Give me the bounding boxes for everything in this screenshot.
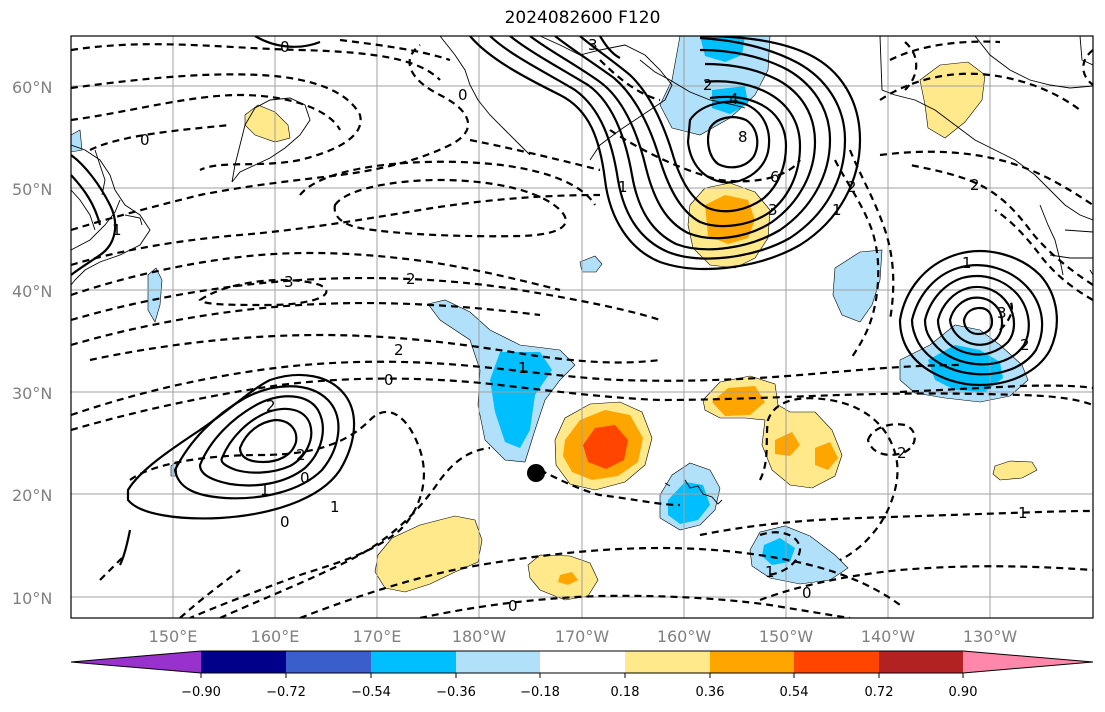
colorbar-tick-label: 0.18 — [611, 685, 640, 700]
contour-label: 2 — [266, 397, 276, 415]
contour-label: 0 — [458, 86, 468, 104]
contour-label: 1 — [112, 221, 122, 239]
contour-label: 1 — [962, 254, 972, 272]
colorbar-tick-label: −0.18 — [520, 685, 560, 700]
lat-label: 30°N — [12, 384, 52, 403]
negative-anomaly-region — [147, 267, 163, 323]
positive-anomaly-region — [815, 442, 838, 470]
colorbar-tick-label: −0.36 — [436, 685, 476, 700]
positive-anomaly-region — [705, 195, 755, 244]
storm-position-dot — [527, 464, 545, 482]
contour-label: 2 — [897, 444, 907, 462]
lon-label: 180°W — [452, 627, 507, 646]
lat-label: 50°N — [12, 180, 52, 199]
colorbar-tick-label: 0.54 — [780, 685, 809, 700]
contour-label: 2 — [296, 446, 306, 464]
contour-label: 2 — [406, 270, 416, 288]
contour-label: 3 — [997, 304, 1007, 322]
colorbar-segment — [540, 651, 625, 673]
positive-anomaly-region — [992, 460, 1038, 481]
contour-label: 4 — [729, 90, 739, 108]
contour-label: 0 — [300, 469, 310, 487]
contour-label: 1 — [1018, 504, 1028, 522]
positive-anomaly-region — [583, 425, 628, 469]
latitude-axis: 60°N 50°N 40°N 30°N 20°N 10°N — [12, 78, 52, 608]
contour-label: 3 — [284, 273, 294, 291]
longitude-axis: 150°E 160°E 170°E 180°W 170°W 160°W 150°… — [149, 627, 1018, 646]
contour-label: 0 — [384, 371, 394, 389]
lon-label: 130°W — [963, 627, 1018, 646]
map-title: 2024082600 F120 — [504, 8, 661, 28]
positive-anomaly-region — [712, 386, 765, 416]
contour-label: 2 — [1020, 336, 1030, 354]
negative-anomaly-region — [490, 352, 552, 448]
lon-label: 160°W — [657, 627, 712, 646]
negative-anomaly-region — [712, 86, 748, 114]
contour-label: 1 — [765, 563, 775, 581]
colorbar-segment — [710, 651, 794, 673]
lon-label: 170°W — [555, 627, 610, 646]
lon-label: 160°E — [251, 627, 300, 646]
contour-label: 2 — [703, 76, 713, 94]
contour-label: 2 — [970, 176, 980, 194]
map-frame — [70, 35, 1094, 619]
positive-anomaly-region — [558, 572, 578, 585]
colorbar-tick-label: −0.72 — [266, 685, 306, 700]
colorbar-segment — [963, 651, 1093, 673]
contour-label: 1 — [330, 498, 340, 516]
contour-label: 0 — [508, 597, 518, 615]
contour-label: 2 — [394, 341, 404, 359]
negative-anomaly-region — [668, 482, 710, 524]
colorbar-tick-label: 0.36 — [696, 685, 725, 700]
coastlines — [71, 36, 1093, 505]
contour-label: 1 — [832, 201, 842, 219]
lon-label: 140°W — [861, 627, 916, 646]
colorbar-segment — [201, 651, 286, 673]
positive-anomaly-region — [919, 61, 986, 139]
graticule — [71, 36, 1093, 618]
lat-label: 40°N — [12, 282, 52, 301]
colorbar-tick-label: −0.90 — [181, 685, 221, 700]
negative-anomaly-region — [832, 249, 883, 323]
negative-anomaly-region — [71, 129, 83, 153]
colorbar-tick-label: −0.54 — [351, 685, 391, 700]
colorbar-segment — [794, 651, 879, 673]
colorbar-segment — [879, 651, 963, 673]
colorbar-segment — [371, 651, 456, 673]
contour-label: 2 — [847, 178, 857, 196]
negative-anomaly-region — [928, 345, 1003, 392]
colorbar-segment — [71, 651, 201, 673]
lon-label: 170°E — [353, 627, 402, 646]
contour-label: 6 — [770, 168, 780, 186]
lat-label: 60°N — [12, 78, 52, 97]
lat-label: 20°N — [12, 486, 52, 505]
lat-label: 10°N — [12, 589, 52, 608]
colorbar-segment — [286, 651, 371, 673]
colorbar: −0.90 −0.72 −0.54 −0.36 −0.18 0.18 0.36 … — [70, 650, 1094, 700]
contour-label: 3 — [588, 36, 598, 54]
colorbar-tick-label: 0.72 — [865, 685, 894, 700]
positive-anomaly-region — [775, 432, 800, 456]
contour-label: 0 — [802, 584, 812, 602]
colorbar-segment — [456, 651, 540, 673]
negative-anomaly-region — [762, 538, 795, 565]
colorbar-tick-label: 0.90 — [949, 685, 978, 700]
lon-label: 150°E — [149, 627, 198, 646]
contour-label: 0 — [280, 38, 290, 56]
solid-contours — [71, 36, 1058, 566]
dashed-contours — [71, 38, 1093, 618]
colorbar-segment — [625, 651, 710, 673]
contour-label: 0 — [280, 513, 290, 531]
contour-label-layer: 0 0 0 0 0 0 0 0 1 1 1 1 1 1 1 1 1 2 2 2 … — [112, 36, 1030, 615]
contour-label: 1 — [518, 359, 528, 377]
positive-anomaly-region — [244, 104, 291, 143]
contour-label: 1 — [618, 178, 628, 196]
contour-label: 0 — [140, 131, 150, 149]
contour-label: 1 — [260, 481, 270, 499]
contour-label: 8 — [738, 128, 748, 146]
lon-label: 150°W — [759, 627, 814, 646]
contour-label: 3 — [768, 201, 778, 219]
